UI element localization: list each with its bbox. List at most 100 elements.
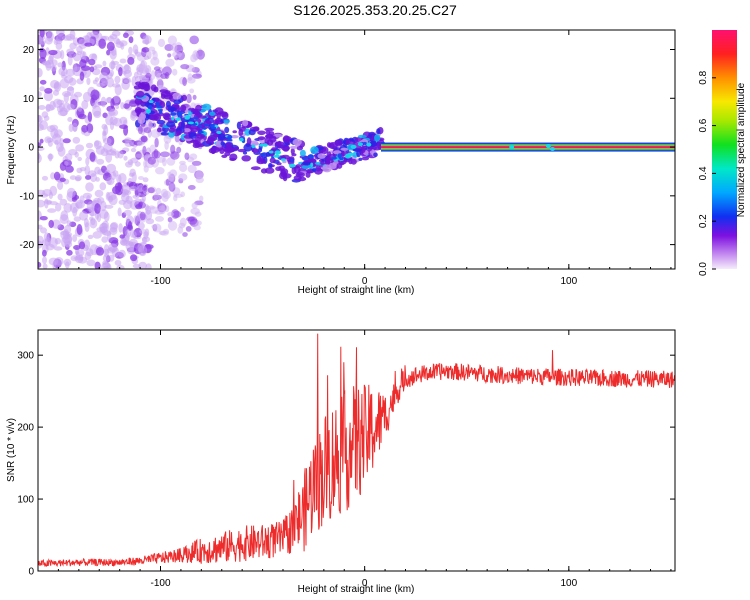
y-tick-label: 200 (17, 423, 34, 434)
noise-blob (114, 150, 120, 159)
noise-blob (38, 199, 46, 208)
noise-blob (140, 60, 148, 69)
noise-blob (62, 138, 71, 144)
signal-blob (264, 167, 275, 174)
noise-blob (117, 207, 122, 217)
noise-blob (57, 62, 64, 68)
signal-blob (162, 112, 171, 120)
noise-blob (95, 177, 100, 182)
noise-blob (86, 259, 96, 267)
signal-blob (281, 145, 290, 152)
noise-blob (38, 146, 45, 152)
signal-blob (156, 119, 166, 125)
signal-blob (248, 129, 256, 136)
noise-blob (38, 35, 43, 45)
noise-blob (187, 216, 198, 225)
signal-blob (250, 166, 261, 171)
noise-blob (84, 42, 93, 47)
signal-blob (196, 133, 205, 139)
noise-blob (189, 35, 199, 45)
carrier-fleck (545, 144, 551, 149)
noise-blob (179, 163, 188, 173)
noise-blob (56, 142, 64, 152)
spectrogram-ylabel: Frequency (Hz) (6, 116, 17, 185)
noise-blob (109, 33, 118, 40)
colorbar-tick-label: 0.8 (698, 70, 709, 84)
noise-blob (85, 142, 94, 149)
noise-blob (150, 56, 160, 66)
noise-blob (106, 177, 115, 186)
signal-core (251, 144, 256, 148)
noise-blob (138, 176, 144, 180)
signal-blob (163, 94, 173, 100)
signal-blob (334, 139, 343, 147)
noise-blob (124, 140, 133, 147)
noise-blob (132, 231, 137, 239)
noise-blob (95, 247, 105, 256)
signal-blob (369, 140, 378, 148)
noise-blob (97, 197, 105, 204)
signal-blob (350, 158, 357, 165)
noise-blob (130, 109, 137, 119)
signal-core (198, 131, 204, 134)
noise-blob (155, 216, 164, 222)
noise-blob (57, 181, 64, 190)
signal-blob (317, 153, 326, 159)
noise-blob (94, 140, 100, 147)
signal-blob (242, 119, 249, 127)
noise-blob (73, 53, 81, 62)
noise-blob (123, 32, 129, 39)
noise-blob (87, 111, 93, 122)
noise-blob (110, 98, 115, 109)
noise-blob (128, 46, 133, 55)
signal-blob (352, 148, 363, 152)
signal-blob (233, 146, 240, 151)
noise-blob (180, 206, 185, 212)
noise-blob (195, 170, 204, 180)
noise-blob (75, 144, 85, 152)
noise-blob (57, 109, 68, 117)
noise-blob (64, 161, 69, 166)
signal-blob (373, 152, 378, 158)
signal-blob (201, 103, 212, 111)
signal-blob (180, 104, 187, 112)
signal-core (176, 111, 183, 117)
noise-blob (193, 225, 201, 231)
noise-blob (199, 195, 204, 202)
noise-blob (172, 210, 182, 218)
noise-blob (45, 104, 54, 112)
noise-blob (38, 153, 42, 164)
noise-blob (113, 95, 120, 104)
signal-blob (292, 138, 302, 146)
noise-blob (87, 234, 94, 240)
spectrogram-xlabel: Height of straight line (km) (298, 285, 415, 296)
noise-blob (139, 211, 146, 221)
noise-blob (114, 75, 121, 84)
noise-blob (153, 66, 161, 71)
noise-blob (192, 94, 197, 100)
noise-blob (137, 141, 144, 147)
noise-blob (39, 30, 45, 38)
signal-blob (148, 121, 153, 129)
signal-blob (241, 155, 251, 162)
noise-blob (63, 75, 74, 84)
signal-blob (268, 162, 273, 169)
noise-blob (149, 206, 159, 214)
snr-xlabel: Height of straight line (km) (298, 584, 415, 595)
noise-blob (72, 136, 81, 144)
signal-blob (257, 136, 266, 141)
noise-blob (73, 91, 83, 98)
signal-blob (306, 170, 313, 174)
signal-core (348, 152, 354, 155)
noise-blob (151, 224, 157, 229)
noise-blob (151, 150, 161, 159)
noise-blob (99, 209, 109, 219)
noise-blob (81, 124, 89, 133)
signal-core (302, 157, 309, 160)
noise-blob (65, 165, 74, 173)
noise-blob (134, 161, 141, 167)
noise-blob (123, 103, 130, 109)
carrier-line (381, 146, 675, 148)
noise-blob (102, 60, 107, 67)
noise-blob (145, 72, 152, 79)
